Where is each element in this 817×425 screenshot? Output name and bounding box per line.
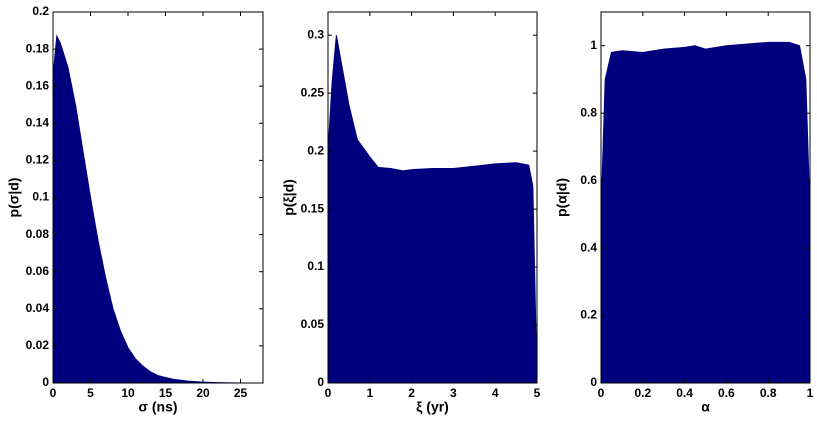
x-tick-label: 0.4	[676, 386, 693, 400]
density-area	[327, 35, 538, 384]
y-tick-label: 0.14	[26, 115, 50, 129]
x-tick-label: 5	[87, 386, 94, 400]
x-tick-label: 0	[325, 386, 332, 400]
x-tick-label: 1	[366, 386, 373, 400]
y-tick-label: 0.6	[580, 173, 597, 187]
y-tick-label: 0.18	[26, 41, 50, 55]
y-tick-label: 0.4	[580, 240, 597, 254]
x-tick-label: 0.2	[634, 386, 651, 400]
x-tick-label: 0	[598, 386, 605, 400]
y-tick-label: 0.8	[580, 105, 597, 119]
y-axis-label: p(α|d)	[554, 178, 570, 217]
y-tick-label: 0.05	[301, 317, 325, 331]
y-tick-label: 0.1	[32, 190, 49, 204]
x-tick-label: 20	[196, 386, 210, 400]
y-tick-label: 0	[590, 375, 597, 389]
x-axis-label: σ (ns)	[138, 399, 177, 415]
x-tick-label: 4	[492, 386, 499, 400]
axes-box	[327, 11, 538, 384]
y-tick-label: 0.02	[26, 338, 50, 352]
y-axis-label: p(ξ|d)	[281, 179, 297, 216]
x-tick-label: 10	[121, 386, 135, 400]
x-tick-label: 3	[450, 386, 457, 400]
y-tick-label: 0.1	[307, 259, 324, 273]
y-tick-label: 0.16	[26, 78, 50, 92]
y-tick-label: 0.08	[26, 227, 50, 241]
y-axis-label: p(σ|d)	[6, 178, 22, 218]
x-tick-label: 0	[50, 386, 57, 400]
y-tick-label: 0	[42, 375, 49, 389]
x-tick-label: 2	[408, 386, 415, 400]
y-tick-label: 1	[590, 38, 597, 52]
y-tick-label: 0.15	[301, 201, 325, 215]
y-tick-label: 0.06	[26, 264, 50, 278]
y-tick-label: 0.2	[580, 308, 597, 322]
y-tick-label: 0.04	[26, 301, 50, 315]
x-axis-label: ξ (yr)	[416, 399, 449, 415]
density-area	[52, 34, 263, 384]
x-tick-label: 1	[807, 386, 814, 400]
axes-box	[600, 11, 811, 384]
y-tick-label: 0.3	[307, 27, 324, 41]
y-tick-label: 0.25	[301, 85, 325, 99]
y-tick-label: 0.12	[26, 153, 50, 167]
y-tick-label: 0.2	[307, 143, 324, 157]
x-tick-label: 5	[534, 386, 541, 400]
y-tick-label: 0	[317, 375, 324, 389]
density-area	[600, 41, 811, 384]
y-tick-label: 0.2	[32, 4, 49, 18]
x-tick-label: 25	[234, 386, 248, 400]
x-tick-label: 0.6	[718, 386, 735, 400]
x-tick-label: 15	[159, 386, 173, 400]
x-tick-label: 0.8	[760, 386, 777, 400]
x-axis-label: α	[701, 399, 710, 415]
